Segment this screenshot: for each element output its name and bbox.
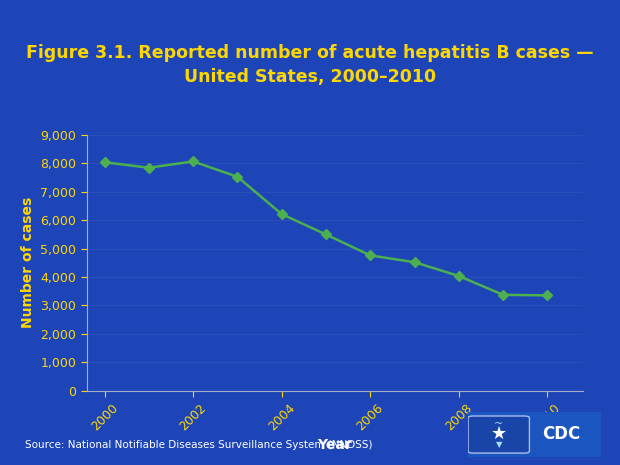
Text: ~: ~	[494, 418, 503, 429]
Text: Source: National Notifiable Diseases Surveillance System (NNDSS): Source: National Notifiable Diseases Sur…	[25, 440, 372, 451]
FancyBboxPatch shape	[460, 410, 609, 459]
FancyBboxPatch shape	[468, 416, 529, 453]
Text: Figure 3.1. Reported number of acute hepatitis B cases —: Figure 3.1. Reported number of acute hep…	[26, 45, 594, 62]
Y-axis label: Number of cases: Number of cases	[21, 197, 35, 328]
Text: ★: ★	[490, 425, 507, 443]
Text: ▼: ▼	[495, 440, 502, 449]
Text: CDC: CDC	[542, 425, 580, 443]
X-axis label: Year: Year	[317, 438, 352, 452]
Text: United States, 2000–2010: United States, 2000–2010	[184, 68, 436, 86]
